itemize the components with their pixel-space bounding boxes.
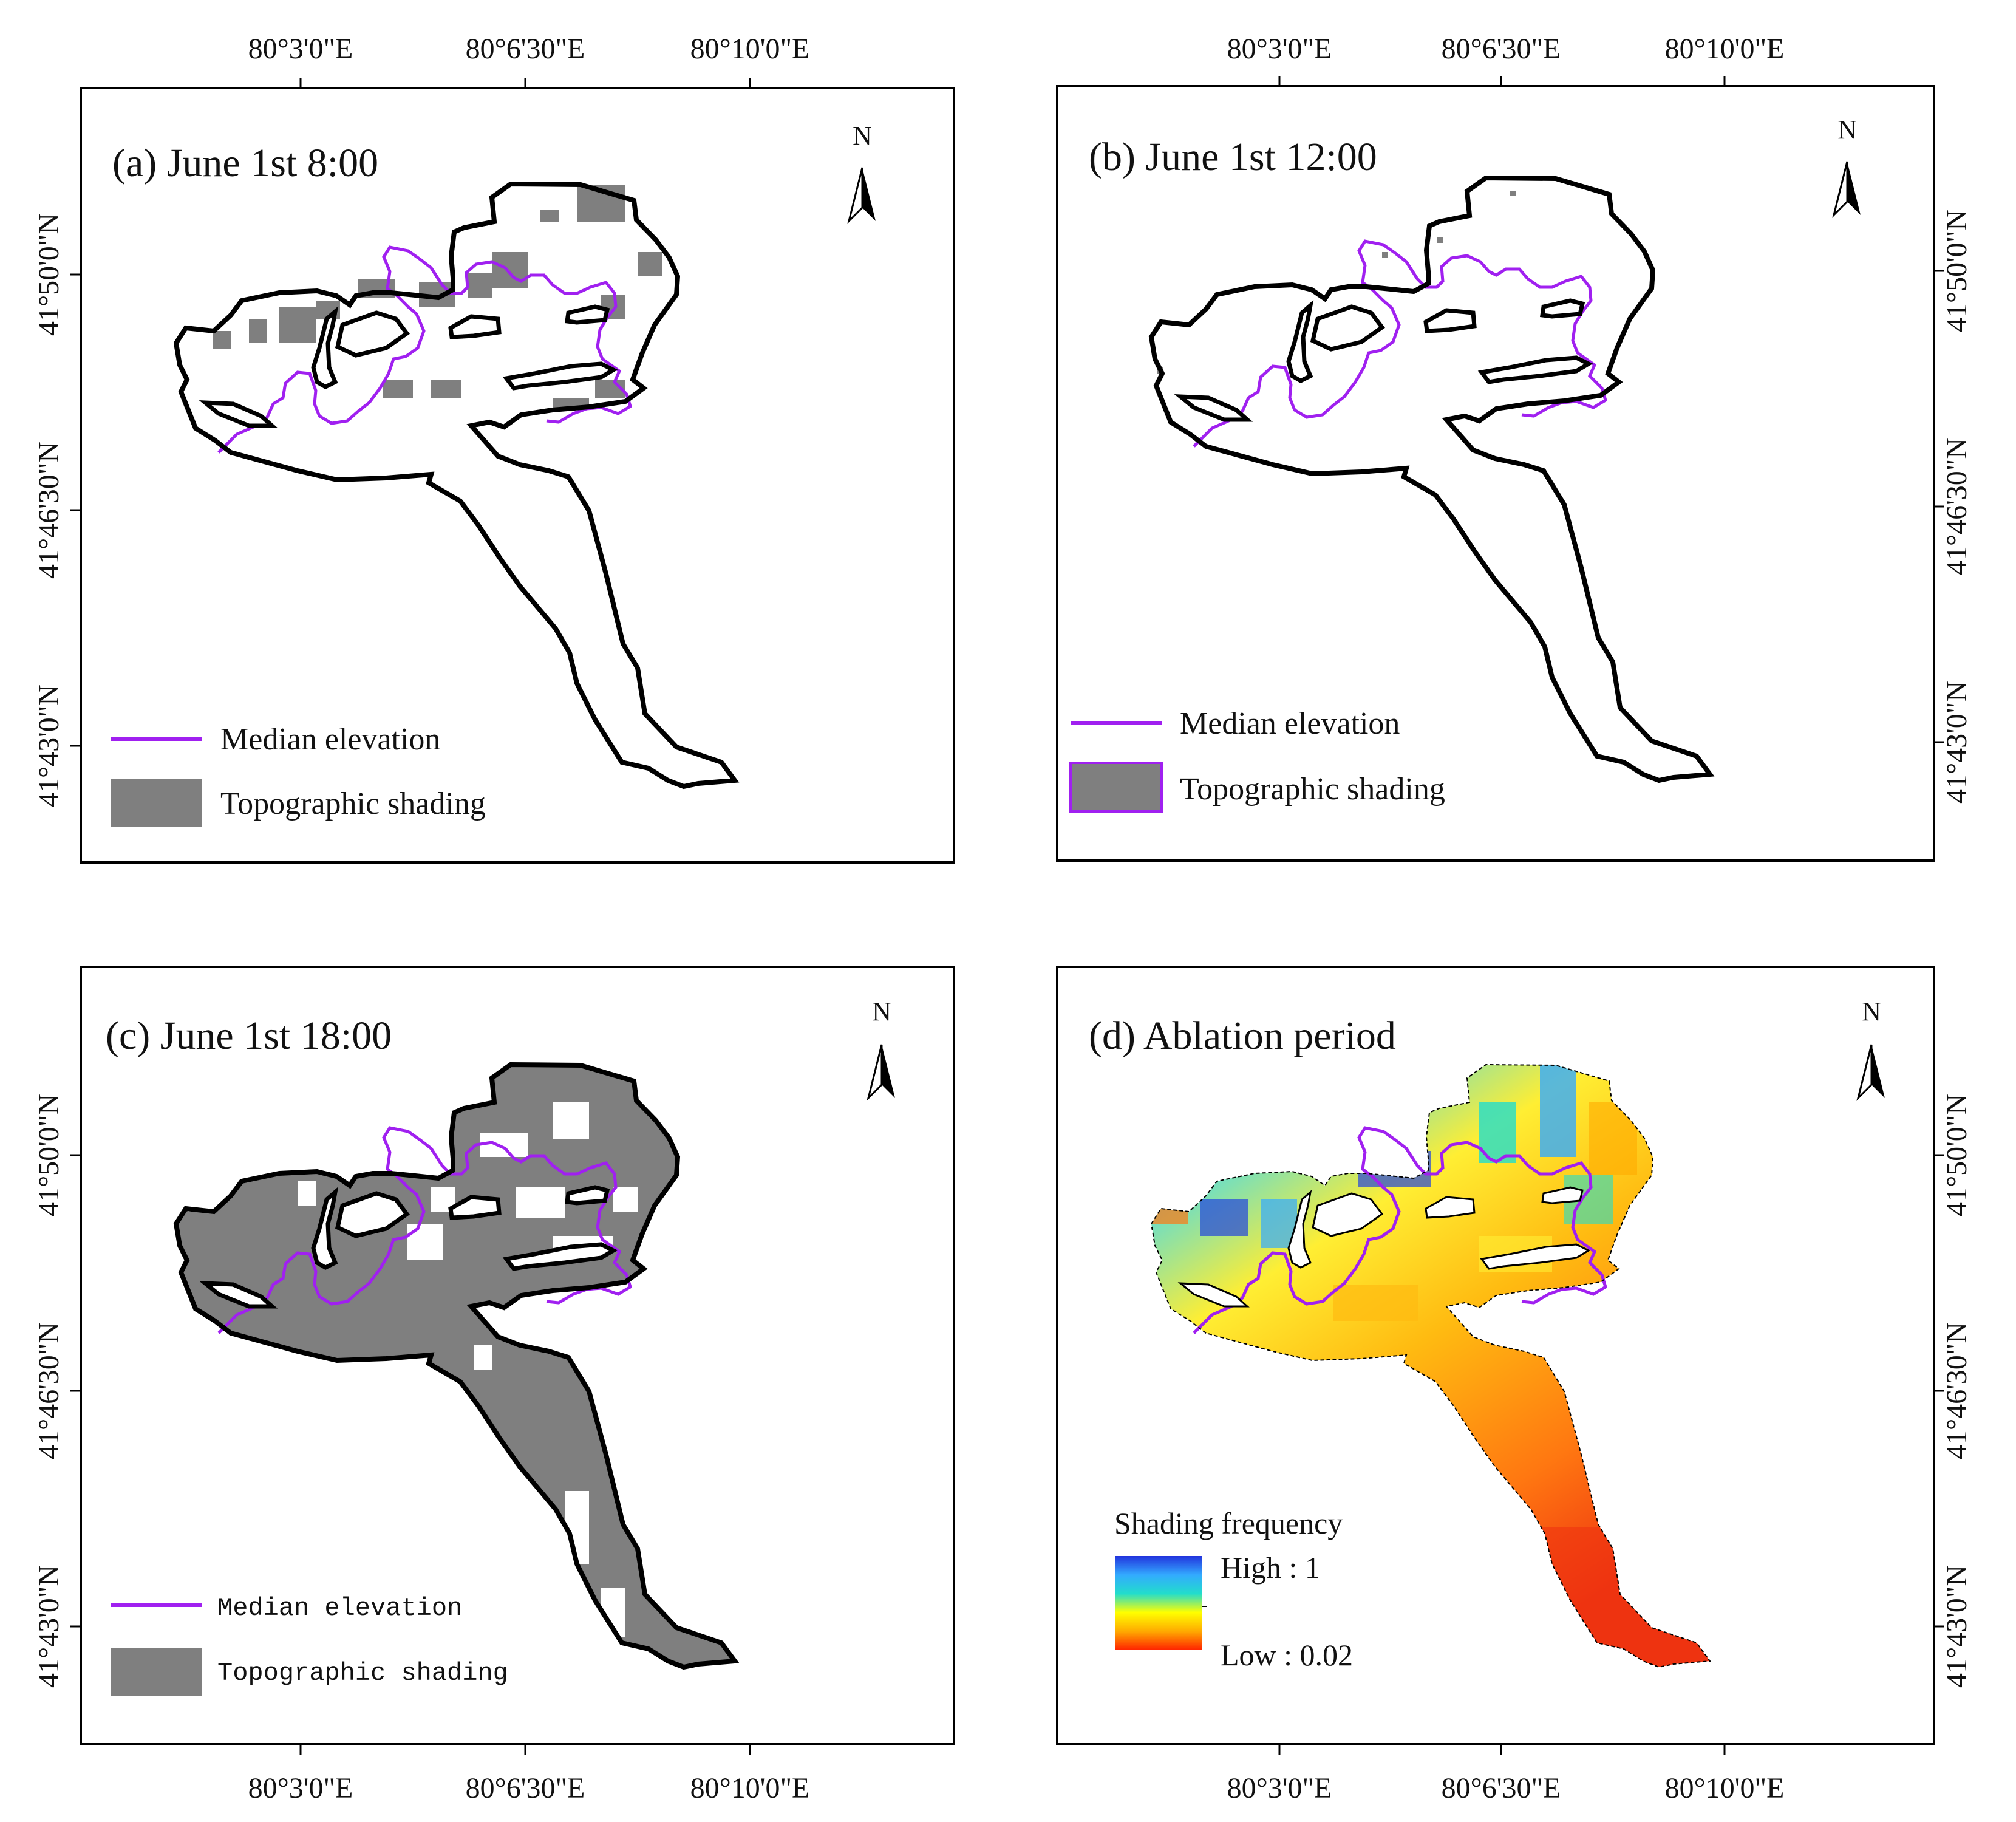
top-tick-marks xyxy=(1278,76,1726,86)
panel-title: (a) June 1st 8:00 xyxy=(112,141,378,185)
legend-label: Topographic shading xyxy=(1180,772,1445,807)
top-tick-label: 80°6'30"E xyxy=(466,33,585,65)
right-tick-label: 41°46'30"N xyxy=(1941,438,1973,575)
top-tick-label: 80°10'0"E xyxy=(1665,33,1785,65)
legend: Median elevation Topographic shading xyxy=(111,1594,508,1696)
legend-label: Topographic shading xyxy=(217,1659,508,1688)
legend: Shading frequency High : 1 Low : 0.02 xyxy=(1114,1506,1353,1672)
legend-label: Median elevation xyxy=(1180,706,1400,741)
right-tick-marks xyxy=(1934,270,1944,743)
left-tick-label: 41°46'30"N xyxy=(33,1322,65,1459)
bottom-tick-label: 80°3'0"E xyxy=(1227,1772,1332,1804)
shading-patches xyxy=(213,185,662,410)
topographic-shading-swatch xyxy=(111,779,202,827)
right-tick-label: 41°43'0"N xyxy=(1941,1565,1973,1688)
bottom-tick-marks xyxy=(299,1744,751,1755)
north-label: N xyxy=(872,997,891,1026)
left-tick-label: 41°43'0"N xyxy=(33,684,65,807)
topographic-shading-swatch xyxy=(111,1648,202,1696)
top-tick-marks xyxy=(299,78,751,88)
north-label: N xyxy=(853,121,872,151)
glacier-map xyxy=(176,184,735,786)
bottom-tick-label: 80°6'30"E xyxy=(466,1772,585,1804)
legend-label: Topographic shading xyxy=(220,786,486,821)
bottom-tick-label: 80°6'30"E xyxy=(1442,1772,1561,1804)
bottom-tick-label: 80°10'0"E xyxy=(1665,1772,1785,1804)
left-tick-label: 41°43'0"N xyxy=(33,1565,65,1688)
panel-a: 80°3'0"E 80°6'30"E 80°10'0"E 41°50'0"N 4… xyxy=(33,33,955,864)
glacier-map xyxy=(176,1065,735,1667)
bottom-tick-label: 80°3'0"E xyxy=(248,1772,353,1804)
bottom-tick-label: 80°10'0"E xyxy=(690,1772,810,1804)
panel-c: 80°3'0"E 80°6'30"E 80°10'0"E 41°50'0"N 4… xyxy=(33,966,955,1804)
right-tick-label: 41°50'0"N xyxy=(1941,1094,1973,1216)
panel-d: 80°3'0"E 80°6'30"E 80°10'0"E 41°50'0"N 4… xyxy=(1056,966,1973,1804)
sunlit-patches xyxy=(188,1102,638,1637)
legend-label: Median elevation xyxy=(220,722,440,757)
legend-label: Median elevation xyxy=(217,1594,462,1623)
legend-high: High : 1 xyxy=(1221,1551,1320,1585)
left-tick-marks xyxy=(70,1154,81,1628)
right-tick-label: 41°46'30"N xyxy=(1941,1322,1973,1459)
right-tick-label: 41°50'0"N xyxy=(1941,210,1973,332)
legend: Median elevation Topographic shading xyxy=(1069,706,1445,813)
topographic-shading-swatch xyxy=(1069,762,1163,813)
top-tick-label: 80°3'0"E xyxy=(1227,33,1332,65)
legend-low: Low : 0.02 xyxy=(1221,1638,1353,1672)
panel-title: (d) Ablation period xyxy=(1089,1014,1396,1058)
legend-title: Shading frequency xyxy=(1114,1506,1343,1540)
north-label: N xyxy=(1837,115,1857,145)
bottom-tick-marks xyxy=(1278,1744,1726,1755)
glacier-map xyxy=(1151,178,1710,780)
left-tick-label: 41°50'0"N xyxy=(33,1094,65,1216)
panel-title: (c) June 1st 18:00 xyxy=(106,1014,392,1058)
panel-title: (b) June 1st 12:00 xyxy=(1089,135,1377,179)
top-tick-label: 80°10'0"E xyxy=(690,33,810,65)
left-tick-marks xyxy=(70,273,81,747)
color-ramp xyxy=(1115,1556,1202,1650)
left-tick-label: 41°46'30"N xyxy=(33,442,65,579)
north-label: N xyxy=(1862,997,1881,1026)
right-tick-marks xyxy=(1934,1154,1944,1628)
left-tick-label: 41°50'0"N xyxy=(33,213,65,336)
panel-b: 80°3'0"E 80°6'30"E 80°10'0"E 41°50'0"N 4… xyxy=(1056,33,1973,862)
right-tick-label: 41°43'0"N xyxy=(1941,681,1973,804)
top-tick-label: 80°3'0"E xyxy=(248,33,353,65)
top-tick-label: 80°6'30"E xyxy=(1442,33,1561,65)
legend: Median elevation Topographic shading xyxy=(111,722,486,827)
